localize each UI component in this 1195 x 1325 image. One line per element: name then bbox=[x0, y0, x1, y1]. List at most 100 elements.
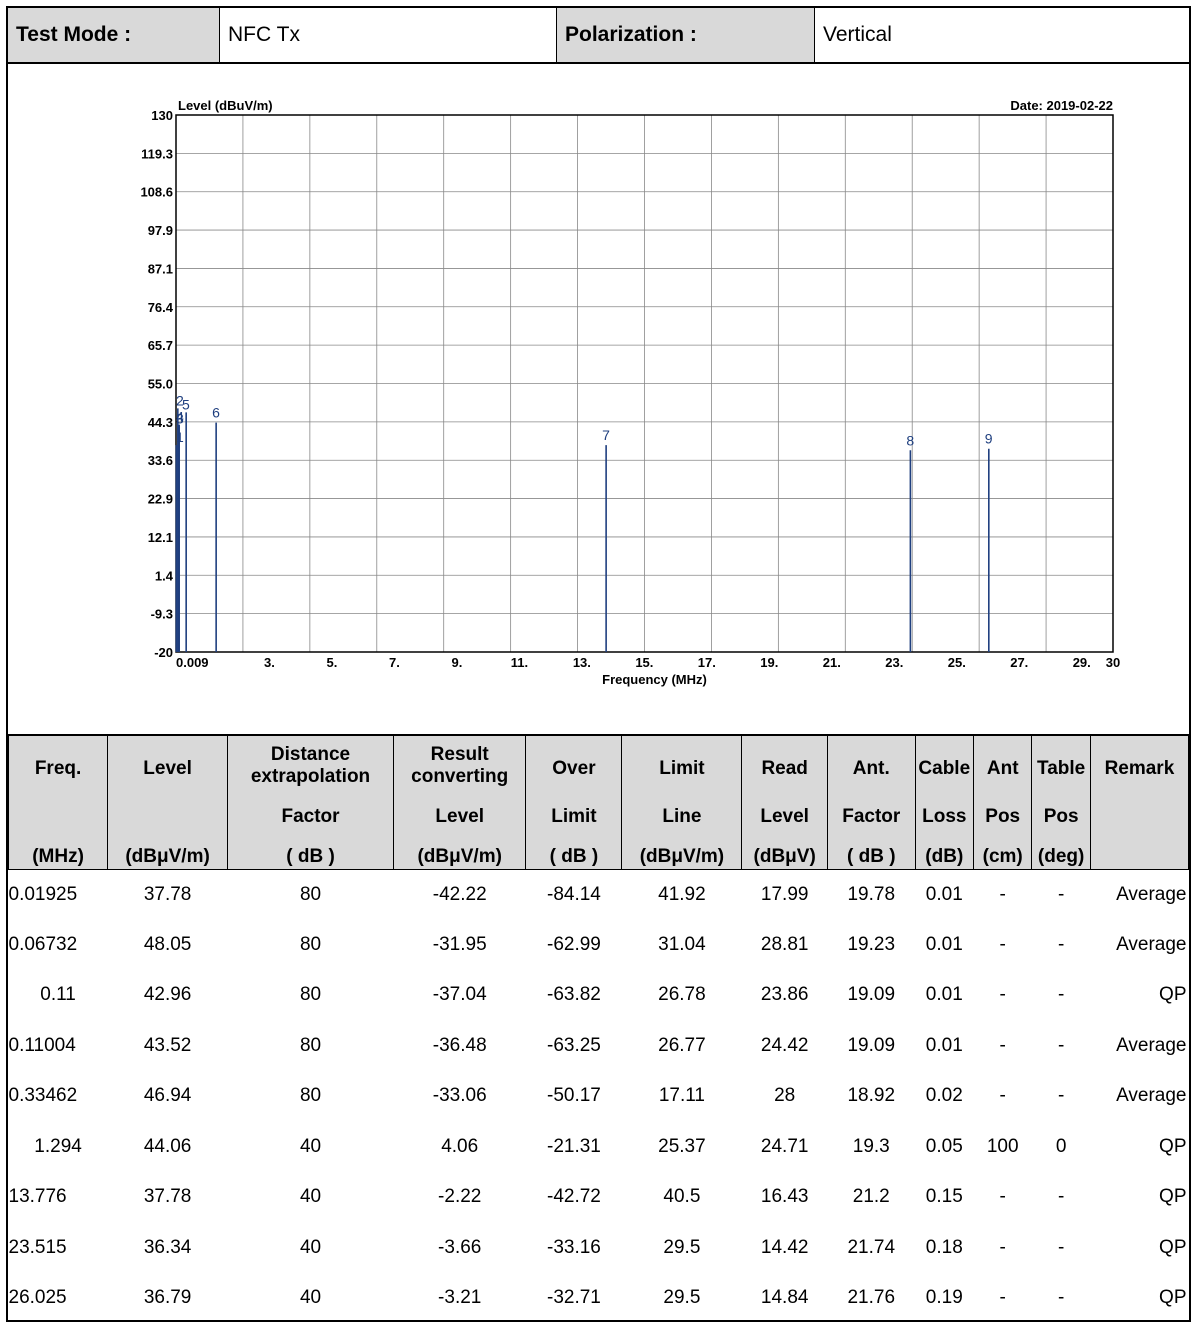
table-cell: 0.18 bbox=[925, 1236, 963, 1258]
table-row: 13.776 37.78 40 -2.22 -42.72 40.5 16.43 21.2 0.1… bbox=[9, 1172, 1189, 1223]
table-cell: 29.5 bbox=[663, 1236, 701, 1258]
column-header: Read Level (dBμV) bbox=[741, 734, 828, 870]
table-cell: 24.42 bbox=[760, 1034, 809, 1056]
y-tick-label: 97.9 bbox=[148, 223, 173, 238]
x-tick-label: 30 bbox=[1106, 655, 1120, 670]
column-header: Table Pos (deg) bbox=[1031, 734, 1091, 870]
table-cell: 17.11 bbox=[658, 1085, 705, 1107]
table-cell: 37.78 bbox=[143, 1186, 192, 1208]
y-tick-label: 55.0 bbox=[148, 377, 173, 392]
table-cell: 26.78 bbox=[658, 984, 706, 1006]
table-cell: - bbox=[1057, 883, 1065, 905]
x-tick-label: 29. bbox=[1073, 655, 1091, 670]
table-cell: 13.776 bbox=[8, 1186, 67, 1208]
polarization-label: Polarization : bbox=[557, 8, 815, 62]
table-cell: 36.34 bbox=[143, 1236, 192, 1258]
table-cell: 19.78 bbox=[847, 883, 896, 905]
table-cell: 80 bbox=[299, 984, 322, 1006]
test-mode-label: Test Mode : bbox=[8, 8, 220, 62]
x-tick-label: 21. bbox=[823, 655, 841, 670]
table-cell: 0.15 bbox=[925, 1186, 963, 1208]
table-cell: 43.52 bbox=[143, 1034, 192, 1056]
table-row: 0.11004 43.52 80 -36.48 -63.25 26.77 24.42 19.0… bbox=[9, 1021, 1189, 1072]
table-cell: - bbox=[999, 1034, 1006, 1056]
column-header: Freq. (MHz) bbox=[7, 734, 109, 870]
table-cell: -21.31 bbox=[547, 1135, 601, 1157]
x-tick-label: 19. bbox=[760, 655, 778, 670]
table-cell: 40 bbox=[299, 1287, 322, 1309]
y-axis-label: Level (dBuV/m) bbox=[178, 98, 273, 113]
y-tick-label: 119.3 bbox=[141, 146, 173, 161]
marker-label-4: 4 bbox=[176, 409, 184, 425]
table-row: 26.025 36.79 40 -3.21 -32.71 29.5 14.84 21.76 0.… bbox=[9, 1273, 1189, 1324]
table-cell: - bbox=[1057, 1034, 1065, 1056]
table-cell: -3.21 bbox=[438, 1287, 482, 1309]
marker-label-6: 6 bbox=[212, 405, 220, 421]
table-cell: -37.04 bbox=[432, 984, 487, 1006]
chart-grid bbox=[176, 115, 1113, 652]
table-cell: 19.09 bbox=[847, 984, 896, 1006]
table-cell: -84.14 bbox=[547, 883, 601, 905]
table-cell: 40 bbox=[299, 1135, 322, 1157]
plot-area bbox=[175, 114, 1114, 653]
y-tick-label: 12.1 bbox=[148, 530, 173, 545]
column-header: Distance extrapolation Factor( dB ) bbox=[227, 734, 394, 870]
table-cell: Average bbox=[1116, 883, 1187, 905]
table-cell: - bbox=[999, 1186, 1006, 1208]
y-tick-label: 22.9 bbox=[148, 492, 173, 507]
table-cell: 23.86 bbox=[760, 984, 809, 1006]
table-cell: 26.025 bbox=[8, 1287, 67, 1309]
table-cell: 0.11004 bbox=[8, 1034, 76, 1056]
table-cell: 14.42 bbox=[760, 1236, 809, 1258]
table-cell: 0.01 bbox=[925, 1034, 963, 1056]
table-cell: 80 bbox=[299, 1034, 322, 1056]
table-cell: - bbox=[999, 1236, 1006, 1258]
table-cell: 37.78 bbox=[143, 883, 192, 905]
table-cell: QP bbox=[1159, 1186, 1187, 1208]
y-tick-label: 44.3 bbox=[148, 415, 173, 430]
marker-label-3: 3 bbox=[176, 411, 184, 427]
marker-label-8: 8 bbox=[906, 432, 914, 448]
table-cell: 24.71 bbox=[760, 1135, 809, 1157]
y-tick-label: 33.6 bbox=[148, 453, 173, 468]
table-cell: 40 bbox=[299, 1186, 322, 1208]
chart-svg: Level (dBuV/m) Date: 2019-02-22 Frequenc… bbox=[140, 98, 1120, 687]
table-cell: 21.76 bbox=[847, 1287, 896, 1309]
table-cell: -3.66 bbox=[438, 1236, 482, 1258]
table-cell: - bbox=[1057, 984, 1065, 1006]
marker-label-7: 7 bbox=[602, 427, 610, 443]
table-cell: QP bbox=[1159, 1135, 1187, 1157]
y-tick-label: -9.3 bbox=[151, 607, 173, 622]
table-cell: 17.99 bbox=[760, 883, 809, 905]
table-cell: Average bbox=[1116, 933, 1187, 955]
table-cell: -36.48 bbox=[432, 1034, 487, 1056]
table-cell: 29.5 bbox=[663, 1287, 701, 1309]
table-cell: - bbox=[1057, 1287, 1065, 1309]
y-tick-label: 1.4 bbox=[155, 568, 174, 583]
table-cell: -2.22 bbox=[438, 1186, 482, 1208]
table-cell: -33.06 bbox=[432, 1085, 487, 1107]
table-cell: - bbox=[999, 883, 1006, 905]
table-cell: -50.17 bbox=[547, 1085, 601, 1107]
table-cell: 19.23 bbox=[847, 933, 896, 955]
column-header: Cable Loss (dB) bbox=[914, 734, 975, 870]
table-cell: QP bbox=[1159, 984, 1187, 1006]
table-row: 0.01925 37.78 80 -42.22 -84.14 41.92 17.99 19.7… bbox=[9, 869, 1189, 920]
table-cell: QP bbox=[1159, 1236, 1187, 1258]
emission-chart: Level (dBuV/m) Date: 2019-02-22 Frequenc… bbox=[8, 62, 1189, 734]
table-row: 0.33462 46.94 80 -33.06 -50.17 17.11 28 18.92 0.… bbox=[9, 1071, 1189, 1122]
table-cell: 21.2 bbox=[852, 1186, 890, 1208]
table-cell: 36.79 bbox=[143, 1287, 192, 1309]
x-tick-label: 17. bbox=[698, 655, 716, 670]
table-cell: 19.3 bbox=[852, 1135, 890, 1157]
x-tick-label: 3. bbox=[264, 655, 275, 670]
table-row: 0.06732 48.05 80 -31.95 -62.99 31.04 28.81 19.2… bbox=[9, 920, 1189, 971]
table-cell: -33.16 bbox=[547, 1236, 601, 1258]
table-cell: 48.05 bbox=[143, 933, 192, 955]
table-cell: -63.25 bbox=[547, 1034, 601, 1056]
table-cell: 44.06 bbox=[143, 1135, 192, 1157]
y-tick-label: 76.4 bbox=[148, 300, 174, 315]
table-row: 1.294 44.06 40 4.06 -21.31 25.37 24.71 19.3 0.05… bbox=[9, 1122, 1189, 1173]
x-tick-label: 5. bbox=[327, 655, 338, 670]
table-cell: - bbox=[999, 1085, 1006, 1107]
